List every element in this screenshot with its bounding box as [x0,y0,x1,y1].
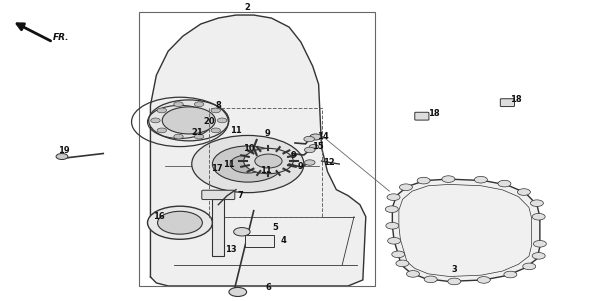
Circle shape [229,287,247,296]
Circle shape [474,176,487,183]
Text: FR.: FR. [53,33,70,42]
Text: 11: 11 [260,166,271,175]
Circle shape [477,277,490,283]
Circle shape [399,184,412,191]
Circle shape [532,253,545,259]
Circle shape [448,278,461,285]
FancyBboxPatch shape [500,99,514,107]
Text: 9: 9 [264,129,270,138]
Text: 7: 7 [238,191,244,200]
Circle shape [417,177,430,184]
FancyBboxPatch shape [415,112,429,120]
Text: 2: 2 [245,3,251,12]
Circle shape [212,146,283,182]
Circle shape [387,194,400,200]
Circle shape [523,263,536,270]
Text: 4: 4 [280,236,286,245]
Circle shape [304,136,314,142]
Text: 11: 11 [223,160,235,169]
Circle shape [304,160,315,165]
Circle shape [310,134,322,140]
Circle shape [157,128,166,133]
Circle shape [217,118,227,123]
Polygon shape [392,179,540,281]
Circle shape [148,206,212,239]
Text: 12: 12 [323,158,335,167]
Bar [245,235,274,247]
Circle shape [234,228,250,236]
Text: 10: 10 [243,144,255,154]
Text: 8: 8 [215,101,221,110]
Text: 17: 17 [211,164,223,173]
Bar [212,199,224,256]
Circle shape [194,102,204,107]
Circle shape [442,176,455,182]
Circle shape [230,155,266,173]
Circle shape [174,134,183,139]
Text: 9: 9 [290,151,296,160]
Circle shape [385,206,398,213]
Circle shape [194,134,204,139]
Text: 11: 11 [230,126,242,135]
Text: 18: 18 [428,109,440,118]
Text: 9: 9 [298,162,304,171]
Circle shape [392,251,405,258]
Circle shape [151,118,160,123]
Circle shape [396,260,409,267]
Text: 14: 14 [317,132,329,141]
Circle shape [532,213,545,220]
Circle shape [388,237,401,244]
Circle shape [309,144,319,149]
Text: 19: 19 [58,146,70,155]
Circle shape [424,276,437,283]
Circle shape [407,271,419,277]
Polygon shape [150,15,366,286]
Circle shape [533,240,546,247]
Bar [139,12,375,286]
Text: 13: 13 [225,245,237,254]
Circle shape [56,154,68,160]
Circle shape [158,211,202,234]
Text: 20: 20 [204,116,215,126]
Circle shape [192,135,304,193]
Circle shape [498,180,511,187]
Circle shape [174,102,183,107]
Text: 18: 18 [510,95,522,104]
Circle shape [304,147,315,153]
Circle shape [530,200,543,206]
Text: 3: 3 [451,265,457,274]
Text: 15: 15 [312,142,323,151]
Circle shape [162,107,215,134]
Circle shape [386,222,399,229]
Circle shape [244,148,293,174]
Circle shape [157,108,166,113]
Text: 6: 6 [266,283,271,292]
Circle shape [517,189,530,195]
Circle shape [211,128,221,133]
Bar [209,108,322,217]
Text: 16: 16 [153,212,165,221]
Circle shape [211,108,221,113]
Text: 5: 5 [272,223,278,232]
Circle shape [504,271,517,278]
Text: 21: 21 [192,128,204,137]
Circle shape [255,154,282,168]
Circle shape [149,100,229,141]
FancyBboxPatch shape [202,190,235,200]
